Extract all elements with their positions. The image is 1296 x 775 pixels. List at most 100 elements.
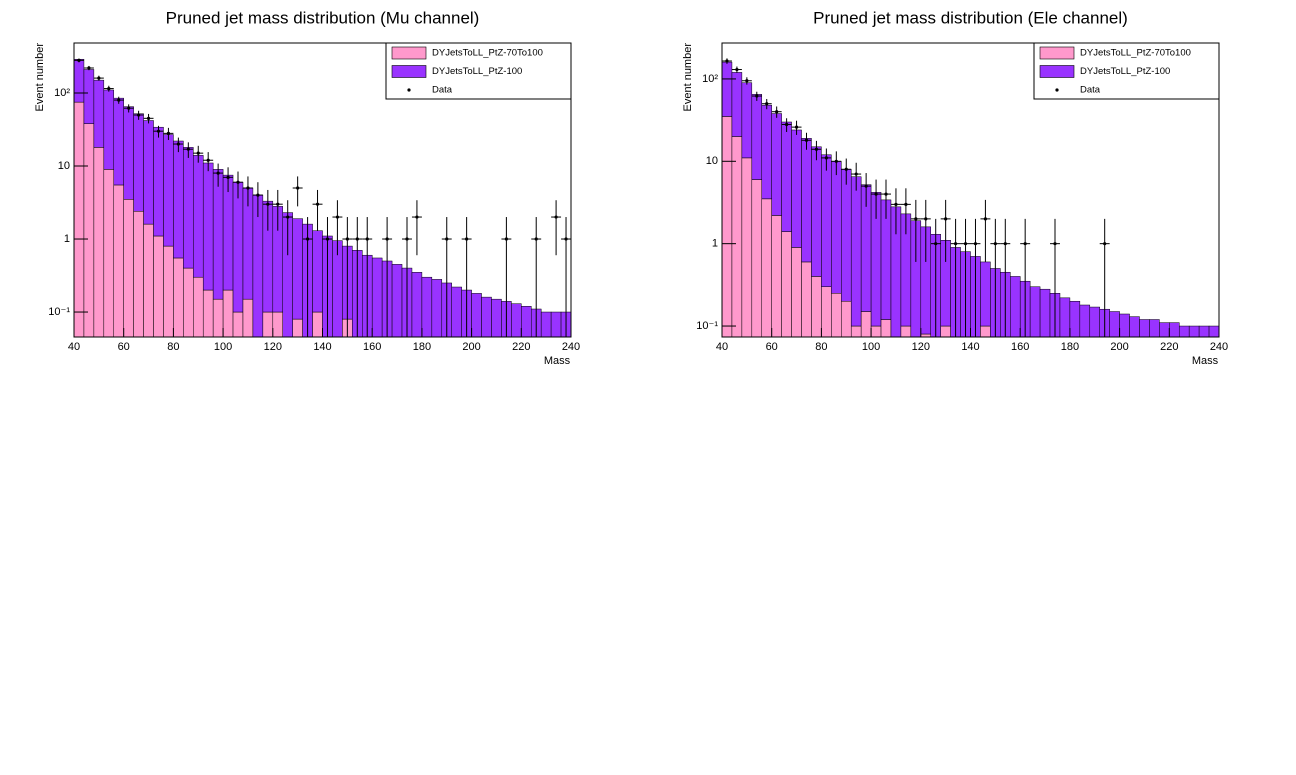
bar: [1139, 319, 1150, 337]
data-point: [107, 86, 111, 91]
data-point: [973, 242, 978, 246]
data-point: [804, 138, 809, 142]
data-point: [983, 217, 988, 221]
bar: [540, 311, 552, 337]
data-point: [725, 59, 729, 63]
bar: [1119, 313, 1130, 337]
data-point: [944, 217, 948, 221]
bar: [83, 123, 95, 337]
data-point: [735, 67, 739, 72]
legend-label: Data: [432, 85, 453, 96]
data-point: [554, 215, 558, 219]
data-point: [1023, 242, 1027, 246]
bar: [312, 230, 323, 313]
data-point: [874, 192, 878, 196]
data-point: [904, 202, 908, 206]
data-point: [77, 58, 81, 62]
bar: [1059, 297, 1071, 337]
legend-swatch: [1039, 65, 1075, 78]
bar: [1188, 325, 1200, 337]
y-tick-label: 10⁻¹: [696, 320, 718, 332]
bar: [781, 121, 792, 232]
x-tick-label: 200: [1110, 341, 1128, 353]
bar: [421, 276, 433, 337]
data-point: [176, 142, 180, 146]
bar: [212, 298, 224, 337]
data-point: [296, 186, 300, 190]
data-point: [385, 237, 389, 241]
x-tick-label: 80: [167, 341, 179, 353]
bar: [272, 311, 283, 337]
bar: [751, 94, 763, 180]
x-tick-label: 240: [562, 341, 580, 353]
bar: [870, 325, 882, 337]
bar: [103, 89, 115, 170]
x-tick-label: 200: [462, 341, 480, 353]
y-tick-label: 1: [64, 233, 70, 245]
bar: [292, 318, 303, 337]
data-point: [266, 202, 270, 206]
y-tick-label: 10: [706, 155, 718, 167]
panel: Pruned jet mass distribution (Ele channe…: [682, 8, 1228, 366]
bar: [212, 169, 224, 300]
bar: [1208, 325, 1219, 337]
bar: [133, 211, 144, 337]
bar: [193, 276, 204, 337]
y-tick-label: 10²: [702, 73, 718, 85]
data-point: [834, 159, 838, 163]
data-point: [465, 237, 469, 241]
bar: [850, 325, 862, 337]
data-point: [246, 186, 250, 190]
bar: [411, 272, 423, 337]
bar: [222, 289, 234, 337]
bar: [980, 261, 991, 327]
plot-area: [722, 58, 1219, 337]
data-point: [127, 106, 131, 110]
bar: [841, 300, 852, 337]
bar: [1079, 304, 1091, 337]
bar: [821, 154, 832, 287]
legend-label: DYJetsToLL_PtZ-70To100: [432, 48, 543, 59]
y-axis-label: Event number: [682, 43, 694, 112]
bar: [173, 140, 184, 259]
data-point: [305, 237, 310, 241]
x-tick-label: 60: [766, 341, 778, 353]
x-tick-label: 220: [1160, 341, 1178, 353]
x-tick-label: 100: [214, 341, 232, 353]
bar: [163, 134, 174, 247]
data-point: [276, 202, 280, 206]
bar: [93, 79, 105, 148]
bar: [791, 247, 802, 337]
x-tick-label: 180: [1061, 341, 1079, 353]
legend-label: DYJetsToLL_PtZ-100: [1080, 66, 1170, 77]
x-tick-label: 160: [363, 341, 381, 353]
bar: [481, 296, 492, 337]
bar: [143, 223, 154, 337]
bar: [391, 264, 403, 337]
data-point: [963, 242, 968, 246]
bar: [1109, 311, 1120, 337]
x-tick-label: 60: [118, 341, 130, 353]
panel: Pruned jet mass distribution (Mu channel…: [34, 8, 580, 366]
bar: [880, 319, 892, 337]
bar: [173, 257, 184, 337]
data-point: [765, 102, 769, 106]
bar: [113, 97, 124, 186]
legend-label: DYJetsToLL_PtZ-70To100: [1080, 48, 1191, 59]
bar: [521, 306, 532, 337]
legend: DYJetsToLL_PtZ-70To100 DYJetsToLL_PtZ-100…: [1033, 42, 1220, 100]
bar: [550, 311, 562, 337]
bar: [183, 147, 194, 269]
legend-marker: [1055, 88, 1059, 92]
data-point: [146, 116, 151, 120]
chart-title: Pruned jet mass distribution (Ele channe…: [813, 8, 1128, 27]
data-point: [844, 167, 848, 171]
plot-area: [74, 58, 571, 337]
bar: [940, 325, 951, 337]
bar: [980, 325, 991, 337]
x-axis-label: Mass: [1192, 355, 1219, 367]
data-point: [286, 215, 290, 219]
data-point: [914, 217, 918, 221]
bar: [841, 169, 852, 302]
